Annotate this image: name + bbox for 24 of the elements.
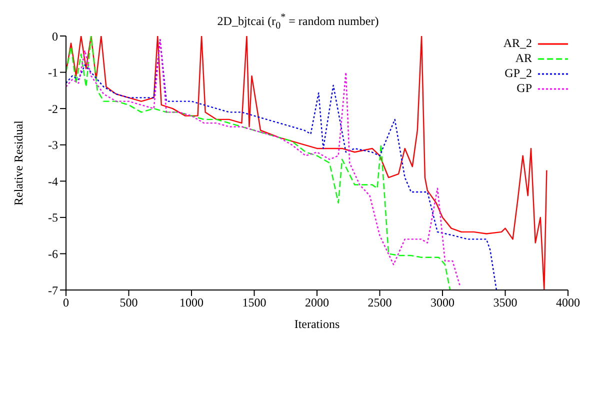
x-tick-label: 3500	[493, 296, 518, 310]
y-tick-label: -4	[48, 174, 58, 188]
x-tick-label: 0	[63, 296, 69, 310]
x-tick-label: 1000	[180, 296, 204, 310]
x-tick-label: 2000	[305, 296, 329, 310]
legend-label: GP_2	[504, 66, 532, 81]
x-axis-title: Iterations	[294, 317, 340, 331]
y-tick-label: -2	[48, 102, 58, 116]
y-tick-label: -7	[48, 283, 58, 298]
x-tick-label: 4000	[556, 296, 580, 310]
legend-label: AR_2	[503, 36, 532, 51]
y-tick-label: -1	[48, 66, 58, 80]
x-tick-label: 3000	[430, 296, 454, 310]
legend-label: AR	[515, 51, 532, 66]
y-tick-label: 0	[52, 29, 58, 44]
y-tick-label: -3	[48, 138, 58, 152]
x-tick-label: 2500	[368, 296, 392, 310]
chart-title: 2D_bjtcai (r$_{0}$$^{*}$ = random number)	[216, 11, 380, 32]
y-tick-label: -6	[48, 246, 58, 261]
legend-label: GP	[516, 81, 532, 96]
y-axis-title: Relative Residual	[11, 120, 26, 206]
x-tick-label: 1500	[242, 296, 266, 310]
x-tick-label: 500	[120, 296, 138, 310]
y-tick-label: -5	[48, 210, 58, 225]
